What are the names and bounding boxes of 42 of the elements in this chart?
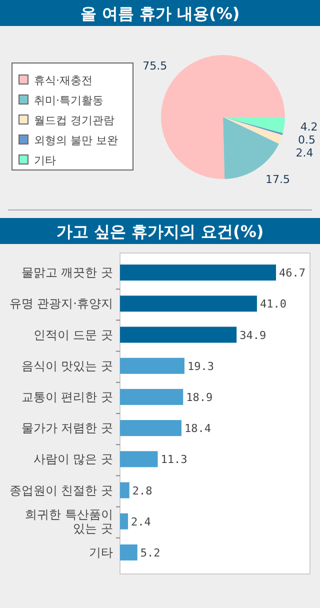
data-label: 5.2 [140,546,160,560]
y-tick-label: 종업원이 친절한 곳 [9,483,113,498]
y-tick-label: 음식이 맛있는 곳 [21,358,113,373]
bar [120,482,130,498]
pie-slice [223,117,282,144]
y-tick-label: 인적이 드문 곳 [33,328,113,342]
data-label: 2.8 [132,484,152,498]
data-label: 2.4 [131,515,152,528]
y-tick-label: 사람이 많은 곳 [33,452,113,466]
bar [120,544,138,560]
bar [120,513,128,530]
legend-label: 외형의 불만 보완 [34,134,118,147]
data-label: 18.9 [186,390,213,404]
chart-title: 가고 싶은 휴가지의 요건(%) [56,222,264,241]
legend-label: 월드컵 경기관람 [34,114,114,127]
bar [120,326,237,343]
y-tick-label: 물가가 저렴한 곳 [21,421,113,436]
data-label: 0.5 [298,134,316,147]
data-label: 19.3 [187,360,214,373]
chart-title: 올 여름 휴가 내용(%) [80,4,240,23]
bar [120,358,184,374]
data-label: 46.7 [279,266,306,280]
bar [120,388,184,405]
data-label: 17.5 [265,173,290,186]
y-tick-label: 기타 [89,545,113,560]
y-tick-label: 희귀한 특산품이 있는 곳 [25,507,113,536]
bar [120,451,158,468]
data-label: 18.4 [184,422,212,436]
bar [120,296,257,312]
legend-label: 취미·특기활동 [34,94,104,107]
bar [120,420,182,436]
y-tick-label: 유명 관광지·휴양지 [9,296,113,311]
legend-label: 휴식·재충전 [34,74,92,87]
data-label: 75.5 [142,59,168,72]
y-tick-label: 물맑고 깨끗한 곳 [21,266,113,280]
bar [120,264,276,281]
data-label: 34.9 [240,328,266,342]
data-label: 2.4 [296,146,314,160]
data-label: 4.2 [300,120,318,134]
data-label: 11.3 [160,453,188,466]
data-label: 41.0 [260,298,286,311]
y-tick-label: 교통이 편리한 곳 [21,390,113,404]
